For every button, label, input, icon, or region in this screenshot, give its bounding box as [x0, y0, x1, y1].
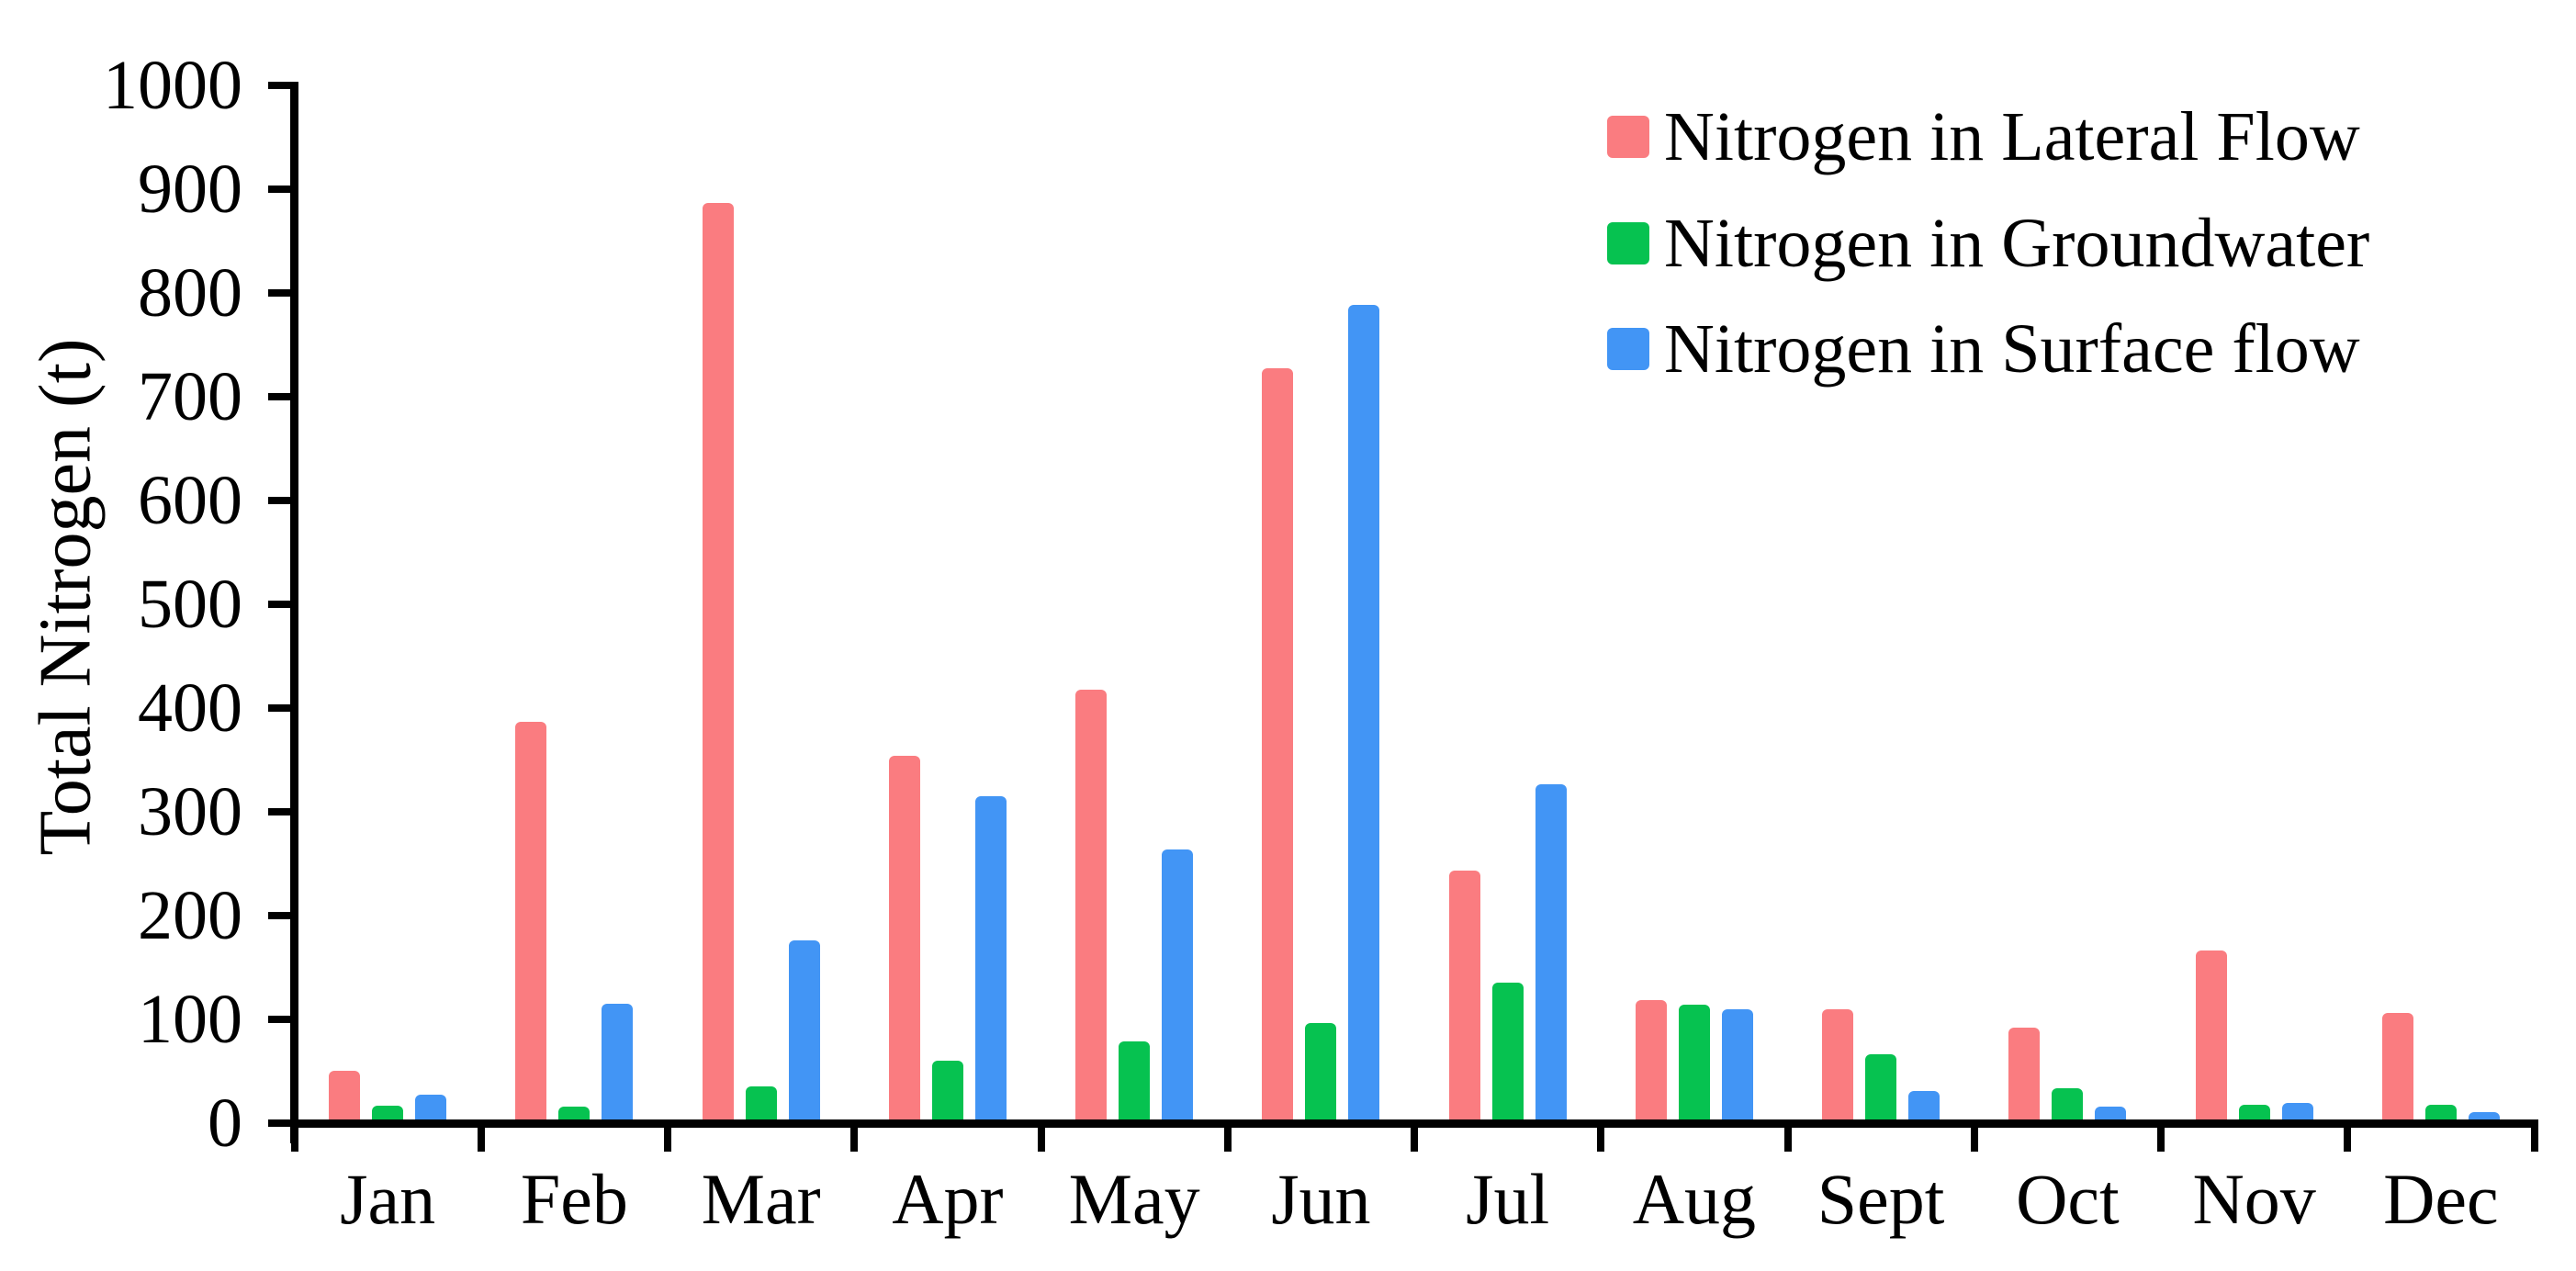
bar-lateral-flow-nov — [2195, 950, 2227, 1121]
x-axis-tick — [2530, 1124, 2538, 1152]
bar-groundwater-jan — [372, 1106, 404, 1121]
x-axis-tick — [1411, 1124, 1418, 1152]
y-axis-tick — [268, 808, 294, 815]
y-axis-tick — [268, 912, 294, 919]
x-tick-label-apr: Apr — [892, 1159, 1004, 1239]
y-tick-label: 900 — [138, 151, 242, 228]
x-tick-label-nov: Nov — [2192, 1159, 2316, 1239]
y-axis-tick — [268, 82, 294, 89]
y-axis-tick — [268, 601, 294, 608]
x-axis-line — [290, 1119, 2538, 1128]
x-tick-label-may: May — [1068, 1159, 1200, 1239]
y-tick-label: 1000 — [103, 47, 242, 124]
x-axis-tick — [664, 1124, 671, 1152]
bar-surface-flow-jun — [1348, 305, 1380, 1121]
bar-surface-flow-nov — [2281, 1103, 2313, 1121]
y-tick-label: 700 — [138, 358, 242, 435]
x-tick-label-mar: Mar — [701, 1159, 821, 1239]
x-axis-tick — [1223, 1124, 1232, 1152]
bar-surface-flow-may — [1162, 849, 1194, 1121]
bar-lateral-flow-aug — [1635, 1000, 1667, 1121]
y-tick-label: 800 — [138, 254, 242, 332]
y-tick-label: 200 — [138, 877, 242, 954]
x-tick-label-feb: Feb — [520, 1159, 628, 1239]
bar-groundwater-sept — [1865, 1054, 1897, 1121]
x-axis-tick — [1783, 1124, 1792, 1152]
x-tick-label-jan: Jan — [340, 1159, 436, 1239]
x-tick-label-dec: Dec — [2383, 1159, 2499, 1239]
y-axis-tick — [268, 289, 294, 297]
bar-surface-flow-mar — [788, 940, 820, 1121]
bar-surface-flow-aug — [1721, 1009, 1753, 1121]
bar-lateral-flow-dec — [2381, 1013, 2413, 1121]
legend-label: Nitrogen in Surface flow — [1664, 310, 2360, 388]
bar-groundwater-jul — [1491, 983, 1524, 1121]
bar-lateral-flow-jan — [329, 1071, 361, 1121]
bar-lateral-flow-mar — [702, 203, 734, 1121]
bar-groundwater-apr — [931, 1061, 963, 1121]
bar-surface-flow-oct — [2095, 1107, 2127, 1121]
bar-lateral-flow-oct — [2008, 1028, 2041, 1121]
bar-groundwater-may — [1119, 1041, 1151, 1121]
x-axis-tick — [850, 1124, 859, 1152]
y-tick-label: 400 — [138, 669, 242, 747]
x-tick-label-aug: Aug — [1632, 1159, 1757, 1239]
bar-lateral-flow-jul — [1448, 871, 1480, 1121]
bar-surface-flow-jul — [1535, 784, 1567, 1121]
legend-item-surface-flow: Nitrogen in Surface flow — [1607, 305, 2360, 393]
bar-surface-flow-dec — [2468, 1112, 2500, 1121]
bar-groundwater-mar — [745, 1086, 777, 1121]
y-axis-tick — [268, 704, 294, 712]
bar-lateral-flow-sept — [1822, 1009, 1854, 1121]
bar-groundwater-dec — [2424, 1105, 2457, 1121]
y-tick-label: 100 — [138, 981, 242, 1058]
bar-surface-flow-feb — [602, 1004, 634, 1121]
x-axis-tick — [1597, 1124, 1605, 1152]
bar-lateral-flow-apr — [888, 756, 920, 1121]
legend-label: Nitrogen in Lateral Flow — [1664, 98, 2360, 175]
bar-groundwater-aug — [1678, 1005, 1710, 1121]
legend-swatch — [1607, 222, 1649, 264]
y-tick-label: 500 — [138, 566, 242, 643]
legend-item-lateral-flow: Nitrogen in Lateral Flow — [1607, 93, 2360, 181]
x-tick-label-sept: Sept — [1817, 1159, 1945, 1239]
y-axis-tick — [268, 186, 294, 193]
bar-lateral-flow-may — [1075, 690, 1108, 1121]
y-axis-tick — [268, 1016, 294, 1023]
x-axis-tick — [477, 1124, 485, 1152]
y-tick-label: 600 — [138, 462, 242, 539]
x-tick-label-jun: Jun — [1271, 1159, 1371, 1239]
y-tick-label: 0 — [208, 1085, 242, 1162]
bar-surface-flow-sept — [1908, 1091, 1940, 1121]
legend-swatch — [1607, 116, 1649, 158]
y-axis-tick — [268, 497, 294, 504]
bar-surface-flow-apr — [974, 796, 1007, 1121]
bar-groundwater-oct — [2052, 1088, 2084, 1121]
bar-lateral-flow-feb — [515, 722, 547, 1121]
y-axis-tick — [268, 1119, 294, 1127]
y-axis-line — [290, 82, 298, 1143]
x-axis-tick — [2157, 1124, 2165, 1152]
x-tick-label-oct: Oct — [2016, 1159, 2120, 1239]
y-axis-tick — [268, 393, 294, 400]
y-tick-label: 300 — [138, 773, 242, 850]
x-axis-tick — [290, 1124, 298, 1152]
x-axis-tick — [1037, 1124, 1045, 1152]
bar-groundwater-feb — [558, 1107, 591, 1121]
x-tick-label-jul: Jul — [1466, 1159, 1550, 1239]
x-axis-tick — [2344, 1124, 2352, 1152]
legend-item-groundwater: Nitrogen in Groundwater — [1607, 199, 2369, 287]
bar-groundwater-jun — [1305, 1023, 1337, 1121]
x-axis-tick — [1970, 1124, 1978, 1152]
bar-lateral-flow-jun — [1262, 368, 1294, 1121]
bar-groundwater-nov — [2238, 1105, 2270, 1121]
bar-surface-flow-jan — [415, 1095, 447, 1121]
legend-swatch — [1607, 328, 1649, 370]
legend-label: Nitrogen in Groundwater — [1664, 205, 2370, 282]
